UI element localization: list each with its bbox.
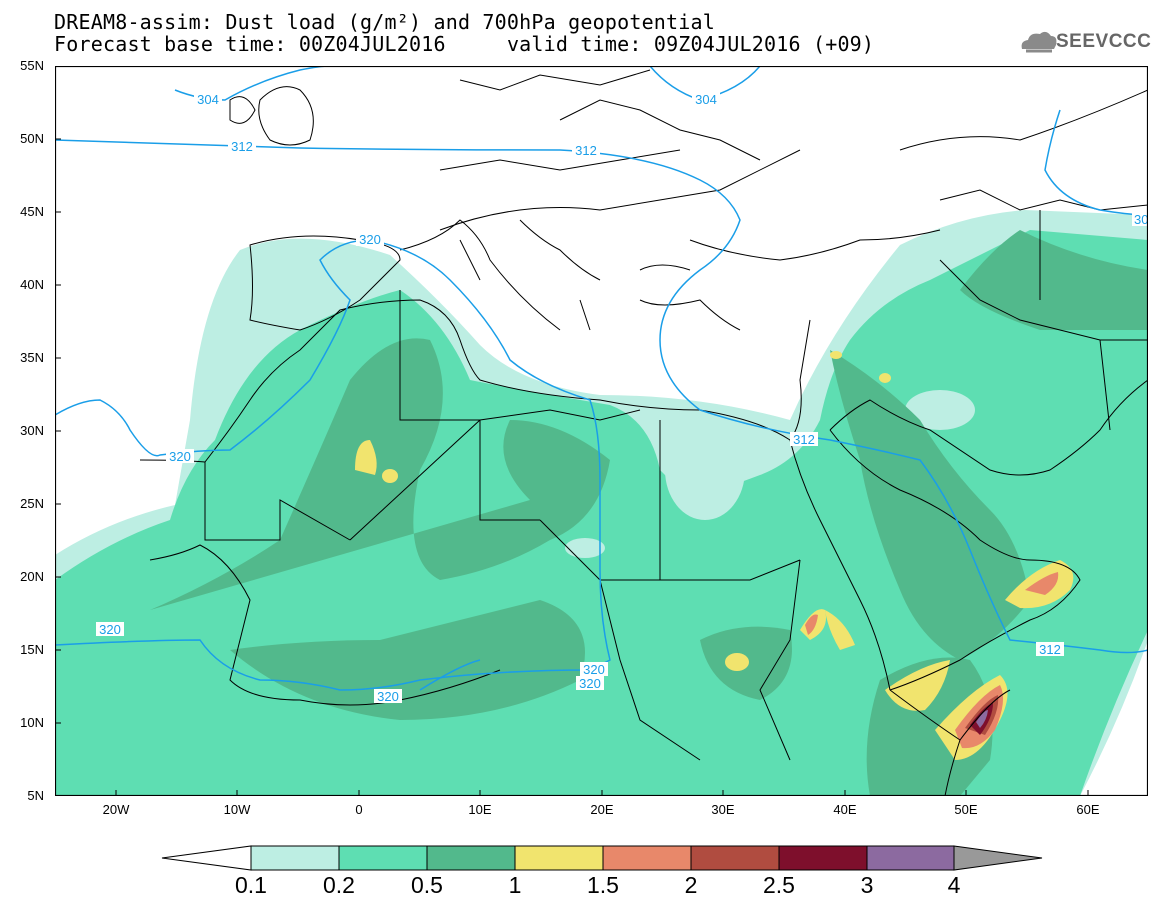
svg-text:312: 312	[575, 143, 597, 158]
dust-map: 304 304 312 312 320 320 320 320 320 320 …	[55, 66, 1148, 796]
lon-label-10e: 10E	[468, 802, 492, 817]
contour-label: 312	[1036, 642, 1064, 657]
lat-label-30n: 30N	[20, 423, 44, 438]
lon-label-0: 0	[355, 802, 363, 817]
colorbar-label: 0.2	[323, 872, 355, 898]
contour-label: 320	[96, 622, 124, 637]
svg-text:312: 312	[1039, 642, 1061, 657]
lat-label-45n: 45N	[20, 204, 44, 219]
contour-label: 304	[194, 92, 222, 107]
svg-text:304: 304	[695, 92, 717, 107]
coastline	[139, 299, 811, 463]
base-time-label: Forecast base time: 00Z04JUL2016	[54, 32, 446, 56]
contour-label: 304	[692, 92, 720, 107]
colorbar-segment	[602, 845, 692, 871]
contour-label: 312	[790, 432, 818, 447]
contour-label: 320	[166, 449, 194, 464]
colorbar-label: 3	[860, 872, 874, 898]
svg-text:30: 30	[1134, 212, 1148, 227]
colorbar	[161, 845, 1043, 871]
dust-area-1	[355, 440, 377, 475]
contour-label: 30	[1132, 212, 1148, 227]
lon-label-10w: 10W	[223, 802, 251, 817]
svg-text:320: 320	[99, 622, 121, 637]
colorbar-segment	[514, 845, 604, 871]
colorbar-segment	[690, 845, 780, 871]
chart-title: DREAM8-assim: Dust load (g/m²) and 700hP…	[54, 10, 716, 34]
lat-label-50n: 50N	[20, 131, 44, 146]
lat-label-55n: 55N	[20, 58, 44, 73]
lat-label-5n: 5N	[27, 788, 44, 803]
colorbar-segment	[866, 845, 955, 871]
colorbar-segment	[338, 845, 428, 871]
contour-label: 320	[356, 232, 384, 247]
colorbar-label: 1.5	[587, 872, 619, 898]
lat-label-25n: 25N	[20, 496, 44, 511]
contour-label: 312	[228, 139, 256, 154]
colorbar-segment	[426, 845, 516, 871]
colorbar-label: 2.5	[763, 872, 795, 898]
colorbar-under-triangle	[161, 845, 252, 871]
svg-text:320: 320	[377, 689, 399, 704]
svg-text:320: 320	[583, 662, 605, 677]
colorbar-label: 2	[684, 872, 698, 898]
contour-label: 312	[572, 143, 600, 158]
contour-label: 320	[374, 689, 402, 704]
svg-text:320: 320	[169, 449, 191, 464]
chart-subtitle: Forecast base time: 00Z04JUL2016 valid t…	[54, 33, 874, 55]
contour-label: 320	[576, 676, 604, 691]
svg-text:312: 312	[231, 139, 253, 154]
lon-label-30e: 30E	[711, 802, 735, 817]
lon-label-40e: 40E	[833, 802, 857, 817]
lat-label-40n: 40N	[20, 277, 44, 292]
colorbar-label: 4	[947, 872, 961, 898]
dust-area-3	[976, 710, 988, 728]
lat-label-20n: 20N	[20, 569, 44, 584]
svg-text:304: 304	[197, 92, 219, 107]
colorbar-label: 1	[508, 872, 522, 898]
svg-text:320: 320	[579, 676, 601, 691]
lon-label-20e: 20E	[590, 802, 614, 817]
svg-text:312: 312	[793, 432, 815, 447]
valid-time-label: valid time: 09Z04JUL2016 (+09)	[506, 32, 875, 56]
lon-label-20w: 20W	[102, 802, 130, 817]
lat-label-35n: 35N	[20, 350, 44, 365]
cloud-icon	[1021, 31, 1057, 53]
colorbar-segment	[250, 845, 340, 871]
colorbar-over-triangle	[953, 845, 1043, 871]
dust-area-0.5	[150, 338, 610, 610]
contour-labels: 304 304 312 312 320 320 320 320 320 320 …	[96, 92, 1148, 704]
seevccc-logo: SEEVCCC	[1056, 31, 1152, 52]
svg-text:320: 320	[359, 232, 381, 247]
lon-label-60e: 60E	[1076, 802, 1100, 817]
colorbar-segment	[778, 845, 868, 871]
colorbar-label: 0.5	[411, 872, 443, 898]
lat-label-15n: 15N	[20, 642, 44, 657]
geopotential-contour	[55, 139, 1148, 654]
contour-label: 320	[580, 662, 608, 677]
lat-label-10n: 10N	[20, 715, 44, 730]
colorbar-label: 0.1	[235, 872, 267, 898]
lon-label-50e: 50E	[954, 802, 978, 817]
